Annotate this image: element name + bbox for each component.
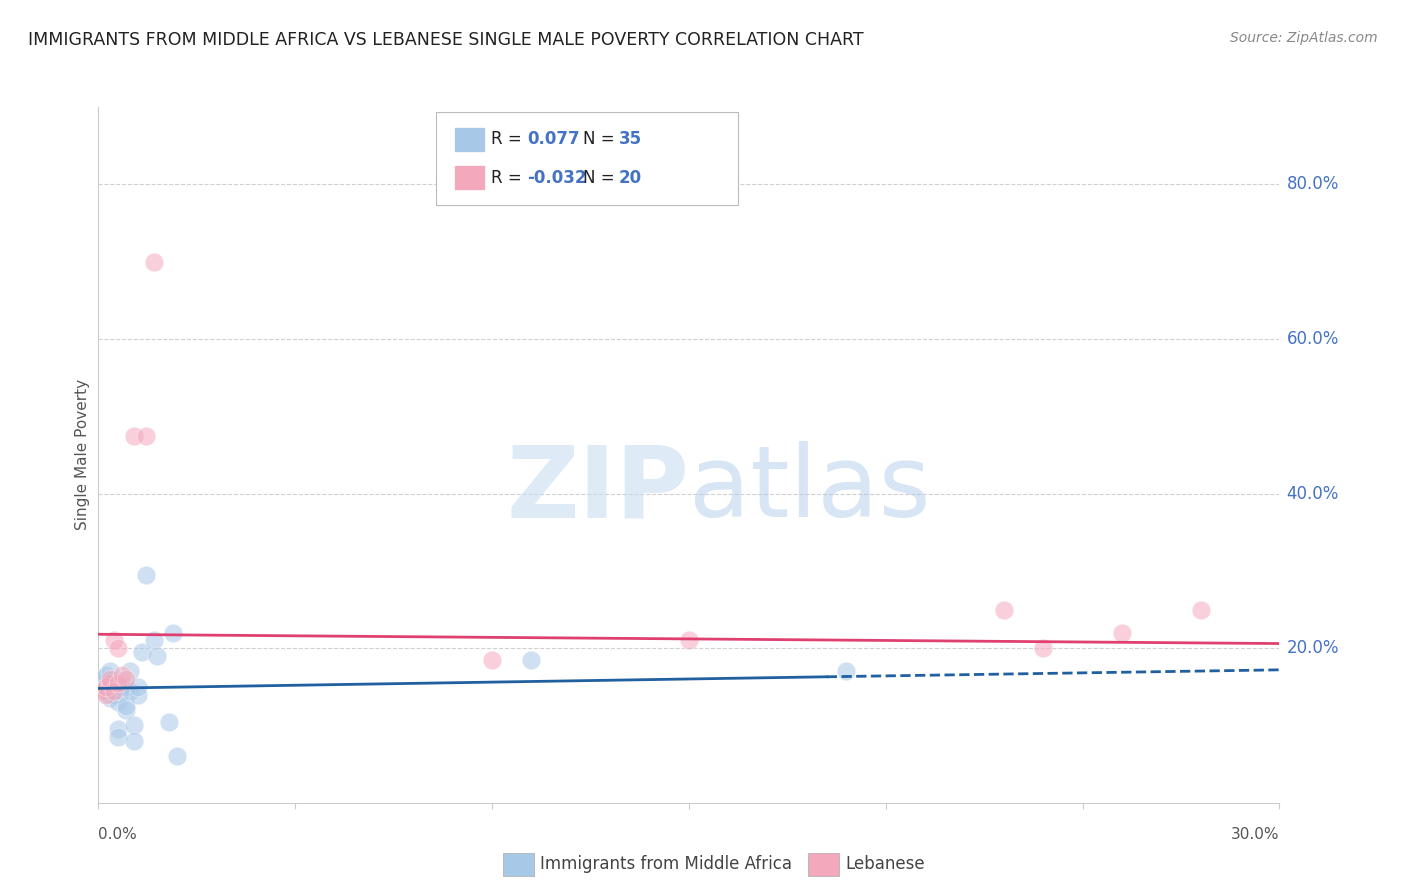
Point (103, 688, 125, 702)
Point (118, 665, 141, 679)
Point (98, 688, 121, 702)
Text: 20.0%: 20.0% (1286, 640, 1339, 657)
Point (146, 648, 169, 663)
Text: ZIP: ZIP (506, 442, 689, 538)
Text: R =: R = (491, 169, 527, 186)
Point (481, 653, 503, 667)
Point (96, 683, 118, 698)
Point (111, 680, 134, 694)
Point (115, 672, 138, 686)
Text: Immigrants from Middle Africa: Immigrants from Middle Africa (540, 855, 792, 873)
Point (135, 428, 157, 442)
Point (96, 668, 118, 682)
Point (107, 723, 129, 737)
Point (103, 633, 125, 648)
Point (142, 254, 165, 268)
Point (111, 668, 134, 682)
Y-axis label: Single Male Poverty: Single Male Poverty (75, 379, 90, 531)
Point (107, 695, 129, 709)
Point (122, 734, 145, 748)
Point (98, 691, 121, 706)
Point (127, 688, 149, 702)
Point (111, 683, 134, 698)
Text: 60.0%: 60.0% (1286, 330, 1339, 348)
Text: N =: N = (583, 169, 620, 186)
Text: 80.0%: 80.0% (1286, 176, 1339, 194)
Text: N =: N = (583, 130, 620, 148)
Text: IMMIGRANTS FROM MIDDLE AFRICA VS LEBANESE SINGLE MALE POVERTY CORRELATION CHART: IMMIGRANTS FROM MIDDLE AFRICA VS LEBANES… (28, 31, 863, 49)
Point (103, 683, 125, 698)
Point (993, 602, 1015, 616)
Point (96, 680, 118, 694)
Point (115, 699, 138, 714)
Text: Lebanese: Lebanese (845, 855, 925, 873)
Point (162, 625, 184, 640)
Point (122, 428, 145, 442)
Text: 20: 20 (619, 169, 641, 186)
Point (1189, 602, 1212, 616)
Point (131, 645, 153, 659)
Point (118, 683, 141, 698)
Point (103, 672, 125, 686)
Point (157, 714, 180, 729)
Point (142, 633, 165, 648)
Text: R =: R = (491, 130, 527, 148)
Point (91, 676, 114, 690)
Point (98, 665, 121, 679)
Point (96, 688, 118, 702)
Point (91, 683, 114, 698)
Text: 0.0%: 0.0% (98, 827, 138, 842)
Point (520, 653, 543, 667)
Text: Source: ZipAtlas.com: Source: ZipAtlas.com (1230, 31, 1378, 45)
Point (107, 641, 129, 656)
Point (1111, 625, 1133, 640)
Point (835, 665, 858, 679)
Point (98, 676, 121, 690)
Point (1032, 641, 1054, 656)
Point (166, 749, 188, 764)
Point (122, 718, 145, 732)
Point (115, 703, 138, 717)
Point (107, 730, 129, 744)
Text: 30.0%: 30.0% (1232, 827, 1279, 842)
Text: atlas: atlas (689, 442, 931, 538)
Text: -0.032: -0.032 (527, 169, 586, 186)
Point (115, 680, 138, 694)
Text: 40.0%: 40.0% (1286, 484, 1339, 502)
Text: 0.077: 0.077 (527, 130, 579, 148)
Text: 35: 35 (619, 130, 641, 148)
Point (127, 680, 149, 694)
Point (96, 680, 118, 694)
Point (91, 672, 114, 686)
Point (107, 676, 129, 690)
Point (103, 683, 125, 698)
Point (135, 567, 157, 582)
Point (678, 633, 700, 648)
Point (98, 672, 121, 686)
Point (98, 676, 121, 690)
